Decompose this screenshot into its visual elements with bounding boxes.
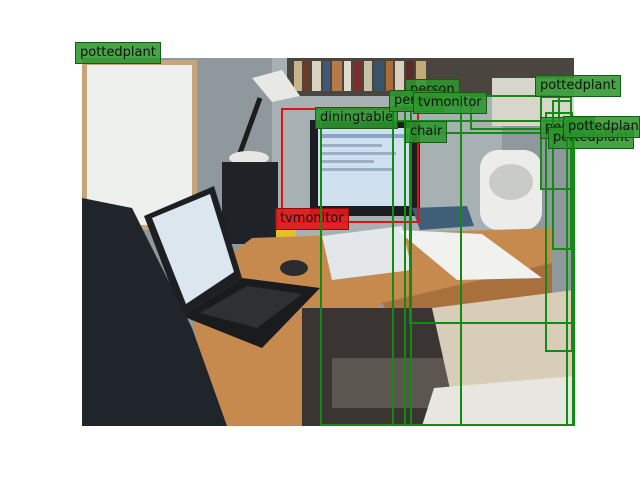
detection-label-pottedplant: pottedplant [563,116,640,138]
desk-scene [82,58,574,426]
cushion [432,290,574,398]
book [412,206,474,230]
mouse [280,260,308,276]
speaker [222,162,278,244]
lamp-head [252,70,300,102]
monitor-screen [318,128,412,206]
shelf-items [492,78,574,126]
dark-chair-back [82,198,227,426]
laptop-screen [152,194,234,304]
lamp-base [229,151,269,165]
whiteboard [87,65,192,225]
notebook-left [322,226,412,280]
notebook-right [397,230,542,280]
photo [82,58,574,426]
